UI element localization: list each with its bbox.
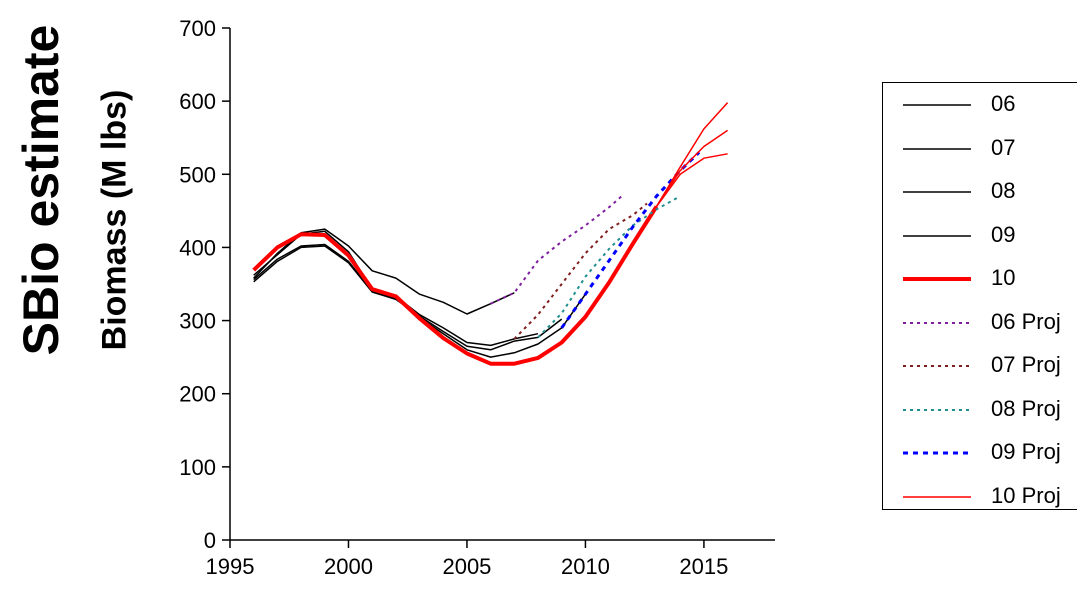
legend-item: 08 Proj bbox=[903, 396, 1077, 426]
series-line-09-proj bbox=[560, 151, 701, 329]
legend-item: 09 Proj bbox=[903, 439, 1077, 469]
series-line-10-proj bbox=[655, 153, 728, 207]
legend-label: 06 Proj bbox=[991, 308, 1061, 334]
legend-item: 08 bbox=[903, 178, 1077, 208]
legend-item: 07 bbox=[903, 135, 1077, 165]
legend-swatch bbox=[903, 104, 971, 106]
y-tick-label: 300 bbox=[179, 309, 216, 334]
legend-item: 06 Proj bbox=[903, 309, 1077, 339]
y-tick-label: 200 bbox=[179, 382, 216, 407]
legend-swatch bbox=[903, 408, 971, 411]
legend-label: 10 Proj bbox=[991, 482, 1061, 508]
legend-swatch bbox=[903, 277, 971, 281]
legend-item: 06 bbox=[903, 91, 1077, 121]
legend-swatch bbox=[903, 365, 971, 367]
legend-label: 09 bbox=[991, 221, 1016, 247]
y-tick-label: 100 bbox=[179, 455, 216, 480]
series-line-10 bbox=[252, 205, 659, 366]
legend-label: 09 Proj bbox=[991, 439, 1061, 464]
legend-swatch bbox=[903, 191, 971, 193]
y-tick-label: 0 bbox=[204, 528, 216, 553]
legend-label: 08 bbox=[991, 178, 1016, 203]
series-line-10-proj-branch-1 bbox=[655, 129, 729, 207]
legend: 06 07 08 09 10 06 Proj 07 Proj 08 Proj 09 Proj 10… bbox=[882, 82, 1077, 510]
series-line-08 bbox=[253, 245, 563, 351]
x-tick-label: 2010 bbox=[561, 554, 610, 579]
series-line-10-proj-branch-2 bbox=[655, 102, 729, 207]
legend-item: 09 bbox=[903, 222, 1077, 252]
series-line-06-proj bbox=[490, 194, 624, 305]
y-tick-label: 400 bbox=[179, 235, 216, 260]
y-tick-label: 600 bbox=[179, 89, 216, 114]
x-tick-label: 2005 bbox=[442, 554, 491, 579]
series-line-07-proj bbox=[513, 202, 648, 340]
y-tick-label: 700 bbox=[179, 16, 216, 41]
legend-label: 10 bbox=[991, 265, 1016, 290]
series-line-08-proj bbox=[537, 195, 681, 339]
legend-item: 10 bbox=[903, 265, 1077, 295]
series-line-09 bbox=[253, 243, 587, 358]
legend-swatch bbox=[903, 147, 971, 150]
x-tick-label: 2000 bbox=[324, 554, 373, 579]
legend-swatch bbox=[903, 321, 971, 324]
legend-label: 08 Proj bbox=[991, 395, 1061, 421]
legend-label: 06 bbox=[991, 91, 1016, 116]
legend-swatch bbox=[903, 451, 971, 455]
legend-label: 07 bbox=[991, 134, 1016, 160]
x-tick-label: 1995 bbox=[206, 554, 255, 579]
legend-item: 10 Proj bbox=[903, 483, 1077, 513]
x-tick-label: 2015 bbox=[679, 554, 728, 579]
legend-swatch bbox=[903, 234, 971, 237]
legend-swatch bbox=[903, 495, 971, 498]
legend-label: 07 Proj bbox=[991, 352, 1061, 377]
legend-item: 07 Proj bbox=[903, 352, 1077, 382]
y-tick-label: 500 bbox=[179, 162, 216, 187]
